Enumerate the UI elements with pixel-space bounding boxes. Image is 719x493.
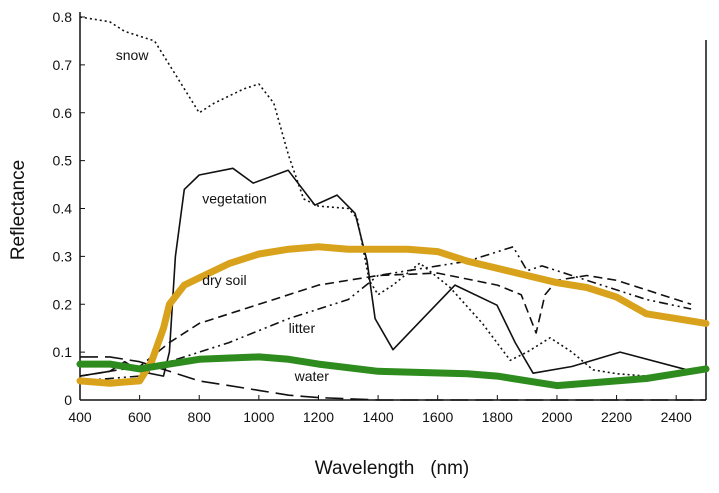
series-line-vegetation xyxy=(79,167,688,377)
x-tick-label: 1800 xyxy=(482,409,513,425)
y-tick-label: 0.2 xyxy=(53,296,73,312)
x-tick-label: 600 xyxy=(128,409,152,425)
annotation-label: litter xyxy=(289,320,316,336)
series-line-snow xyxy=(79,16,692,377)
series-line-dry-soil xyxy=(79,272,692,377)
series-line-water xyxy=(80,356,706,401)
y-tick-label: 0.5 xyxy=(53,153,73,169)
x-axis-label: Wavelength (nm) xyxy=(315,458,470,479)
y-tick-label: 0.6 xyxy=(53,105,73,121)
y-tick-label: 0.3 xyxy=(53,248,73,264)
annotation-label: snow xyxy=(116,47,150,63)
x-tick-label: 1000 xyxy=(243,409,274,425)
x-tick-label: 800 xyxy=(188,409,212,425)
x-tick-label: 2400 xyxy=(661,409,692,425)
y-axis-label: Reflectance xyxy=(8,160,29,260)
y-tick-label: 0.8 xyxy=(53,9,73,25)
x-tick-label: 1200 xyxy=(303,409,334,425)
series-line-orange-overlay xyxy=(76,243,710,387)
annotation-label: vegetation xyxy=(202,191,267,207)
x-tick-label: 1400 xyxy=(363,409,394,425)
annotation-label: dry soil xyxy=(202,272,246,288)
x-tick-label: 400 xyxy=(68,409,92,425)
y-tick-label: 0.7 xyxy=(53,57,73,73)
x-tick-label: 1600 xyxy=(422,409,453,425)
y-tick-label: 0.1 xyxy=(53,344,73,360)
series-line-green-overlay xyxy=(76,353,710,390)
x-tick-label: 2000 xyxy=(541,409,572,425)
y-tick-label: 0 xyxy=(64,392,72,408)
y-tick-label: 0.4 xyxy=(53,201,73,217)
annotation-label: water xyxy=(294,368,330,384)
x-tick-label: 2200 xyxy=(601,409,632,425)
